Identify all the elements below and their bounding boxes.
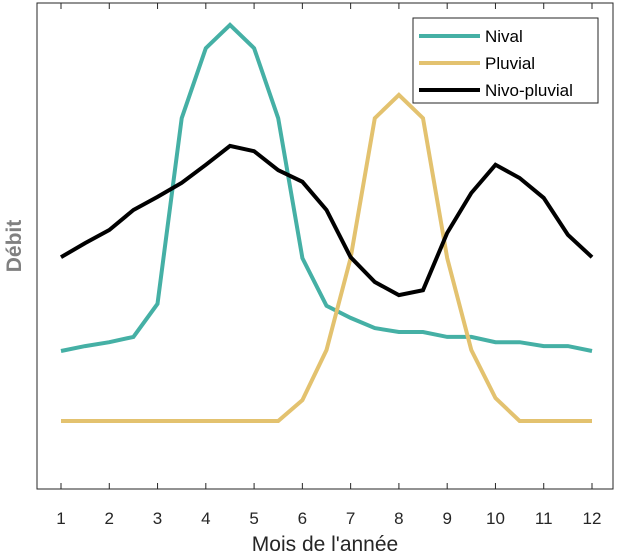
x-axis-label: Mois de l'année (252, 533, 398, 554)
x-tick-label: 8 (394, 509, 403, 528)
legend: Nival Pluvial Nivo-pluvial (412, 17, 599, 104)
x-tick-label: 7 (346, 509, 355, 528)
series-line-pluvial (61, 92, 592, 423)
x-tick-label: 10 (486, 509, 505, 528)
x-tick-label: 3 (153, 509, 162, 528)
legend-label: Pluvial (485, 54, 535, 73)
x-tick-label: 5 (249, 509, 258, 528)
legend-label: Nivo-pluvial (485, 81, 573, 100)
x-tick-label: 12 (583, 509, 602, 528)
x-tick-label: 9 (442, 509, 451, 528)
x-ticks: 1 2 3 4 5 6 7 8 9 10 11 12 (56, 3, 601, 528)
x-tick-label: 4 (201, 509, 210, 528)
series-line-nivo-pluvial (59, 143, 594, 298)
x-tick-label: 2 (105, 509, 114, 528)
x-tick-label: 6 (298, 509, 307, 528)
legend-label: Nival (485, 27, 523, 46)
series-lines (59, 22, 594, 423)
y-axis-label: Débit (3, 220, 26, 273)
series-line-nival (60, 22, 593, 353)
x-tick-label: 1 (56, 509, 65, 528)
x-tick-label: 11 (535, 509, 553, 528)
